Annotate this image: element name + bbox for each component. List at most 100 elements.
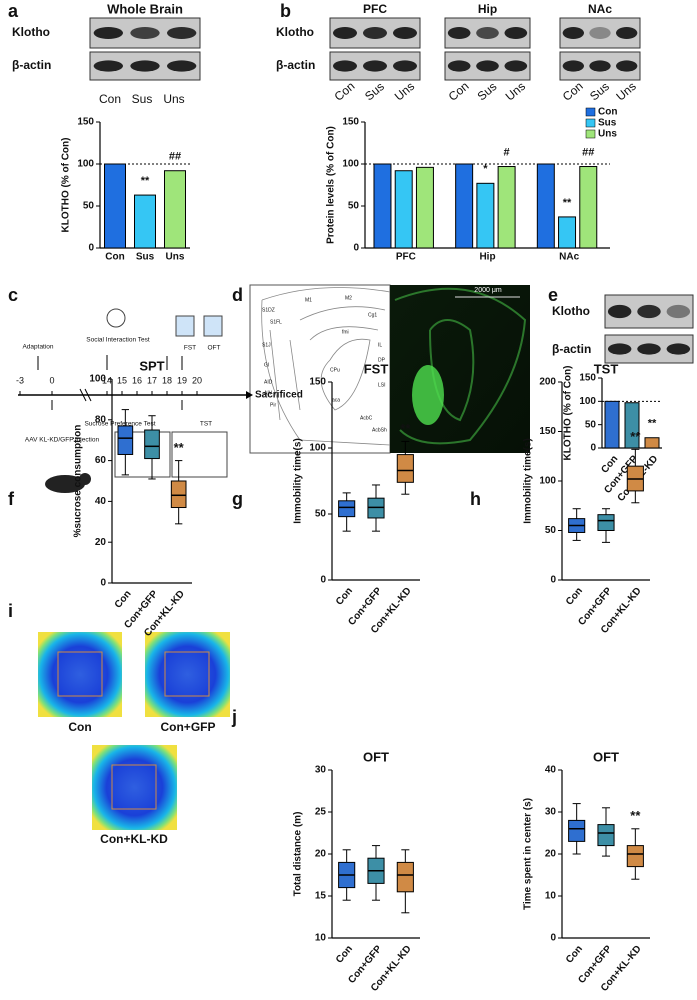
- heatmap-label: Con+KL-KD: [100, 832, 168, 846]
- y-tick-label: 150: [77, 117, 94, 128]
- panel-label: c: [8, 285, 18, 305]
- box: [144, 429, 160, 460]
- timeline-day: 17: [147, 375, 157, 385]
- section-region: Cg1: [368, 312, 377, 318]
- timeline-event: OFT: [208, 345, 221, 352]
- section-region: M1: [305, 297, 312, 303]
- blot-band: [447, 60, 471, 72]
- y-tick-label: 150: [342, 117, 359, 128]
- y-tick-label: 0: [100, 578, 106, 589]
- box: [626, 845, 644, 868]
- annotation: **: [563, 197, 572, 209]
- annotation: ##: [582, 146, 594, 158]
- chart-title: OFT: [593, 749, 619, 764]
- annotation: **: [630, 429, 641, 444]
- bar: [455, 163, 474, 249]
- lane-label: Uns: [392, 79, 417, 103]
- heatmap-label: Con: [68, 720, 91, 734]
- blot-band: [167, 27, 197, 39]
- x-tick-label: Con: [334, 586, 355, 608]
- y-tick-label: 150: [579, 373, 596, 384]
- timeline-day: 16: [132, 375, 142, 385]
- annotation: **: [400, 421, 411, 436]
- blot-band: [130, 27, 160, 39]
- section-region: IL: [378, 342, 382, 348]
- blot-band: [562, 60, 584, 72]
- y-tick-label: 50: [348, 201, 360, 212]
- blot-band: [562, 27, 584, 39]
- y-tick-label: 30: [545, 807, 557, 818]
- blot-band: [333, 60, 357, 72]
- blot-band: [637, 304, 661, 319]
- bar: [644, 437, 660, 449]
- lane-label: Uns: [613, 79, 638, 103]
- blot-row-label: β-actin: [12, 58, 51, 72]
- region-label: PFC: [363, 2, 387, 16]
- bar: [624, 402, 640, 449]
- legend-swatch: [585, 107, 596, 117]
- timeline-event: AAV KL-KD/GFP injection: [25, 437, 100, 444]
- timeline-day: 0: [49, 375, 54, 385]
- y-tick-label: 150: [309, 377, 326, 388]
- bar: [579, 166, 598, 249]
- y-tick-label: 100: [77, 159, 94, 170]
- panel-label: f: [8, 489, 15, 509]
- y-tick-label: 50: [83, 201, 95, 212]
- y-tick-label: 0: [590, 443, 596, 454]
- y-axis-label: Protein levels (% of Con): [326, 126, 337, 244]
- panel-label: j: [231, 707, 237, 727]
- y-tick-label: 15: [315, 891, 327, 902]
- x-tick-label: Uns: [166, 252, 185, 263]
- lane-label: Con: [99, 92, 121, 106]
- y-tick-label: 80: [95, 414, 107, 425]
- bar: [415, 166, 434, 249]
- bar: [134, 194, 156, 249]
- y-tick-label: 30: [315, 765, 327, 776]
- box: [597, 824, 615, 847]
- section-region: AcbC: [360, 415, 373, 421]
- x-tick-label: Con: [564, 944, 585, 966]
- section-region: M2: [345, 295, 352, 301]
- y-axis-label: Immobility time(s): [293, 438, 304, 524]
- x-tick-label: Hip: [479, 252, 495, 263]
- panel-label: h: [470, 489, 481, 509]
- blot-band: [93, 60, 124, 72]
- y-tick-label: 20: [315, 849, 327, 860]
- annotation: **: [141, 175, 150, 187]
- y-tick-label: 100: [309, 443, 326, 454]
- x-tick-label: NAc: [559, 252, 579, 263]
- bar: [164, 170, 186, 249]
- panel-label: i: [8, 601, 13, 621]
- blot-band: [607, 343, 632, 355]
- y-tick-label: 150: [539, 426, 556, 437]
- chart-title: OFT: [363, 749, 389, 764]
- timeline-day: 18: [162, 375, 172, 385]
- section-region: DP: [378, 357, 386, 363]
- section-region: AID: [264, 379, 273, 385]
- blot-band: [616, 27, 638, 39]
- timeline-event: FST: [184, 345, 196, 352]
- section-region: aca: [332, 397, 340, 403]
- timeline-end: Sacrificed: [255, 390, 303, 401]
- x-tick-label: Con: [334, 944, 355, 966]
- box: [396, 454, 414, 483]
- box: [396, 861, 414, 893]
- bar: [536, 163, 555, 249]
- section-region: Pir: [270, 402, 276, 408]
- y-tick-label: 60: [95, 455, 107, 466]
- blot-band: [504, 27, 528, 39]
- lane-label: Con: [332, 79, 358, 104]
- blot-band: [589, 60, 611, 72]
- box: [597, 514, 615, 531]
- blot-band: [130, 60, 160, 72]
- panel-label: a: [8, 1, 19, 21]
- y-tick-label: 200: [539, 377, 556, 388]
- blot-band: [363, 27, 387, 39]
- y-tick-label: 10: [315, 933, 327, 944]
- box: [338, 500, 356, 518]
- bar: [104, 163, 126, 249]
- blot-band: [637, 343, 661, 355]
- panel-label: e: [548, 285, 558, 305]
- y-tick-label: 50: [545, 525, 557, 536]
- x-tick-label: Con: [113, 589, 134, 611]
